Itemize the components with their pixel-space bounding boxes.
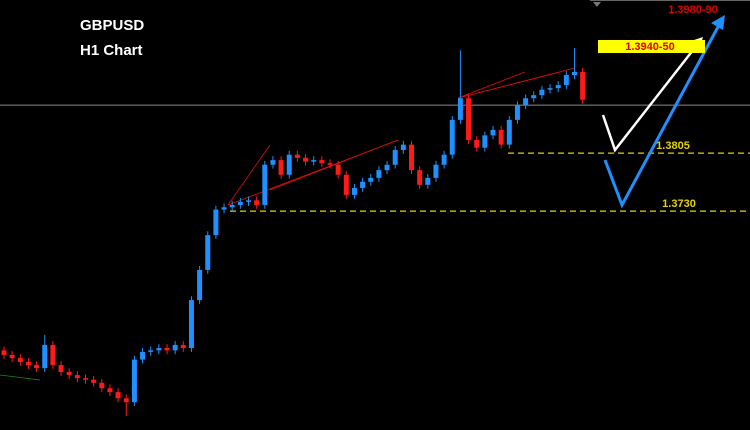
candle-body: [368, 177, 374, 182]
candle-body: [156, 348, 162, 351]
candle-body: [140, 351, 146, 360]
candle-body: [115, 392, 121, 399]
candle-body: [506, 119, 512, 145]
candle-body: [392, 150, 398, 165]
trend-lines: [0, 67, 576, 381]
candle-body: [449, 119, 455, 155]
candle-body: [547, 88, 553, 90]
candle-body: [311, 160, 317, 162]
candle-body: [319, 160, 325, 164]
candle-body: [514, 105, 520, 120]
candle-body: [34, 365, 40, 369]
candles: [1, 47, 586, 417]
candle-body: [131, 359, 137, 403]
candle-body: [425, 177, 431, 185]
candle-body: [229, 204, 235, 208]
projection-arrow: [601, 44, 698, 153]
candle-body: [555, 85, 561, 89]
candle-body: [66, 371, 72, 376]
candle-body: [376, 170, 382, 178]
candle-body: [9, 354, 15, 359]
candle-body: [172, 344, 178, 351]
projection-arrow: [603, 24, 721, 209]
candle-body: [531, 95, 537, 99]
candle-body: [246, 200, 251, 202]
candle-body: [254, 200, 260, 205]
candle-body: [197, 269, 203, 301]
candle-body: [25, 361, 31, 366]
candle-body: [107, 388, 113, 393]
candle-body: [482, 135, 488, 148]
candle-body: [490, 129, 496, 136]
candle-body: [563, 75, 569, 86]
candle-body: [343, 174, 349, 195]
candle-body: [213, 209, 219, 236]
candle-body: [441, 154, 447, 165]
candle-body: [188, 300, 194, 349]
candle-body: [409, 144, 414, 171]
candle-body: [498, 129, 504, 145]
candle-body: [400, 144, 406, 151]
candle-body: [164, 348, 170, 351]
candle-body: [523, 98, 529, 106]
candle-body: [50, 344, 56, 366]
candle-body: [303, 157, 309, 162]
candle-body: [474, 139, 480, 148]
candle-body: [433, 164, 439, 178]
candle-body: [237, 201, 243, 205]
candle-body: [42, 344, 48, 369]
candle-body: [327, 163, 333, 165]
target-box: [598, 40, 705, 53]
trend-line: [227, 144, 271, 206]
level-label: 1.3805: [656, 140, 690, 152]
candle-body: [58, 365, 64, 372]
candle-body: [262, 164, 268, 205]
candle-body: [74, 375, 80, 379]
candle-body: [580, 71, 586, 100]
candle-body: [1, 350, 7, 355]
shift-marker: [593, 2, 601, 7]
candle-body: [572, 71, 577, 76]
candle-body: [335, 164, 341, 175]
candle-body: [360, 181, 366, 188]
candle-body: [457, 98, 463, 120]
candle-body: [221, 207, 227, 210]
chart-subtitle: H1 Chart: [80, 42, 143, 59]
target-label: 1.3980-90: [668, 4, 718, 16]
candle-body: [148, 350, 154, 352]
trend-line: [269, 139, 399, 191]
candle-body: [278, 160, 284, 175]
candle-body: [270, 160, 276, 165]
trend-line: [457, 71, 526, 99]
target-label: 1.3940-50: [625, 41, 675, 53]
candle-body: [294, 154, 300, 158]
chart-title: GBPUSD: [80, 17, 144, 34]
candle-body: [539, 89, 545, 96]
candle-body: [91, 379, 97, 383]
candle-body: [123, 398, 129, 403]
candle-body: [180, 344, 186, 349]
arrow-head: [711, 15, 725, 30]
candle-body: [83, 378, 88, 380]
candle-body: [99, 382, 105, 389]
candle-body: [466, 98, 472, 140]
trend-line: [457, 71, 561, 99]
trend-line: [0, 374, 41, 381]
candle-body: [417, 170, 423, 185]
candle-body: [17, 358, 23, 362]
candle-body: [351, 187, 357, 195]
level-label: 1.3730: [662, 198, 696, 210]
candle-body: [286, 154, 292, 175]
candle-body: [205, 235, 211, 270]
candle-body: [384, 164, 390, 171]
